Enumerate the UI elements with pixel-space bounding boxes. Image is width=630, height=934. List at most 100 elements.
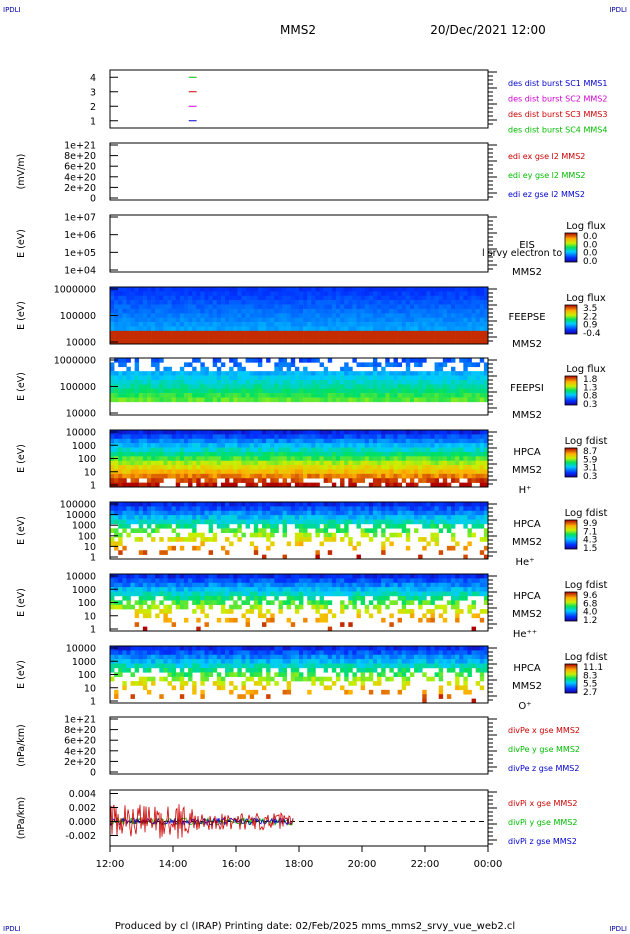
heatmap-cell <box>426 465 431 470</box>
heatmap-cell <box>175 506 181 512</box>
heatmap-cell <box>167 434 172 440</box>
heatmap-cell <box>393 308 398 314</box>
heatmap-cell <box>319 393 324 398</box>
heatmap-cell <box>335 335 341 340</box>
heatmap-cell <box>434 335 439 340</box>
heatmap-cell <box>262 438 267 444</box>
heatmap-cell <box>270 317 275 323</box>
heatmap-cell <box>389 295 394 301</box>
heatmap-cell <box>393 291 398 297</box>
heatmap-cell <box>241 469 246 475</box>
heatmap-cell <box>483 335 489 340</box>
heatmap-cell <box>299 322 304 327</box>
heatmap-cell <box>257 478 263 483</box>
heatmap-cell <box>278 388 283 394</box>
heatmap-cell <box>364 287 370 292</box>
heatmap-cell <box>138 650 144 656</box>
heatmap-cell <box>315 326 320 332</box>
heatmap-cell <box>204 595 209 601</box>
heatmap-cell <box>122 528 127 533</box>
heatmap-cell <box>130 672 135 677</box>
heatmap-cell <box>463 595 468 601</box>
heatmap-cell <box>385 313 390 318</box>
heatmap-cell <box>352 430 357 435</box>
heatmap-cell <box>200 308 205 314</box>
heatmap-cell <box>286 287 292 292</box>
y-tick-label: 1e+06 <box>64 230 96 241</box>
heatmap-cell <box>188 667 193 673</box>
heatmap-cell <box>204 317 209 323</box>
heatmap-cell <box>229 313 234 318</box>
colorbar-tick-label: 0.0 <box>583 240 598 250</box>
heatmap-cell <box>299 335 304 340</box>
heatmap-cell <box>418 617 423 623</box>
heatmap-cell <box>220 528 226 533</box>
heatmap-cell <box>171 308 177 314</box>
heatmap-cell <box>225 617 230 623</box>
y-tick-label: 0 <box>90 194 96 205</box>
heatmap-cell <box>434 339 439 345</box>
heatmap-cell <box>348 506 353 512</box>
y-axis-label: E (eV) <box>16 229 27 258</box>
heatmap-cell <box>422 578 427 584</box>
heatmap-cell <box>475 308 481 314</box>
heatmap-cell <box>208 574 214 579</box>
heatmap-cell <box>331 339 337 345</box>
heatmap-cell <box>323 397 329 403</box>
heatmap-cell <box>335 587 341 592</box>
heatmap-cell <box>192 335 197 340</box>
heatmap-cell <box>122 502 127 507</box>
heatmap-cell <box>208 447 214 453</box>
heatmap-cell <box>130 322 135 327</box>
heatmap-cell <box>229 371 234 376</box>
heatmap-cell <box>418 506 423 512</box>
heatmap-cell <box>290 465 296 470</box>
heatmap-cell <box>418 388 423 394</box>
heatmap-cell <box>179 676 185 682</box>
heatmap-cell <box>356 362 361 368</box>
heatmap-cell <box>146 339 152 345</box>
heatmap-cell <box>196 388 201 394</box>
heatmap-cell <box>286 330 292 336</box>
heatmap-cell <box>340 375 345 381</box>
heatmap-cell <box>483 600 489 605</box>
heatmap-cell <box>315 550 320 555</box>
heatmap-cell <box>151 460 156 466</box>
heatmap-cell <box>303 322 308 327</box>
heatmap-cell <box>151 510 156 516</box>
heatmap-cell <box>253 375 259 381</box>
heatmap-cell <box>200 587 205 592</box>
heatmap-cell <box>179 685 185 691</box>
heatmap-cell <box>323 506 329 512</box>
heatmap-cell <box>467 604 472 610</box>
heatmap-cell <box>290 456 296 461</box>
heatmap-cell <box>118 663 123 669</box>
heatmap-cell <box>274 313 279 318</box>
heatmap-cell <box>262 295 267 301</box>
heatmap-cell <box>126 456 131 461</box>
heatmap-cell <box>426 510 431 516</box>
heatmap-cell <box>434 330 439 336</box>
heatmap-cell <box>381 574 386 579</box>
heatmap-cell <box>340 469 345 475</box>
heatmap-cell <box>455 393 460 398</box>
heatmap-cell <box>364 469 370 475</box>
heatmap-cell <box>434 375 439 381</box>
heatmap-cell <box>126 600 131 605</box>
heatmap-cell <box>167 646 172 651</box>
heatmap-cell <box>274 397 279 403</box>
heatmap-cell <box>262 465 267 470</box>
heatmap-cell <box>159 379 164 385</box>
heatmap-cell <box>294 434 300 440</box>
heatmap-cell <box>414 322 419 327</box>
heatmap-cell <box>286 515 292 520</box>
heatmap-cell <box>286 574 292 579</box>
heatmap-cell <box>241 388 246 394</box>
heatmap-cell <box>114 393 119 398</box>
heatmap-cell <box>352 388 357 394</box>
heatmap-cell <box>438 397 444 403</box>
heatmap-cell <box>397 617 403 623</box>
heatmap-cell <box>389 322 394 327</box>
heatmap-cell <box>459 330 464 336</box>
